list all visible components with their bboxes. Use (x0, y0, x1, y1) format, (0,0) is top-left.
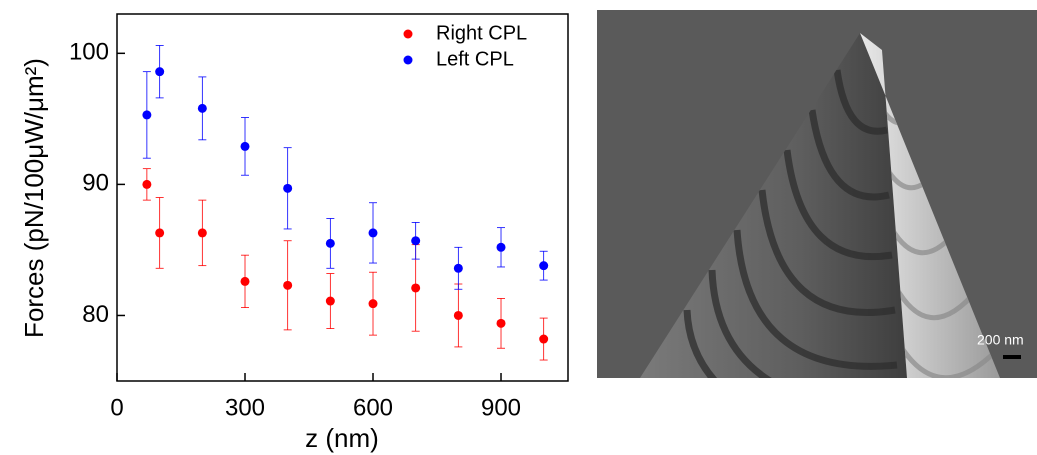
x-axis-label: z (nm) (305, 423, 379, 453)
data-point (240, 276, 250, 286)
data-point (142, 110, 152, 120)
data-point (155, 228, 165, 238)
data-point (368, 228, 378, 238)
data-point (283, 280, 293, 290)
scale-bar-label: 200 nm (977, 332, 1024, 348)
data-point (453, 310, 463, 320)
x-tick-label: 0 (110, 394, 123, 421)
data-point (155, 67, 165, 77)
data-point (240, 141, 250, 151)
x-tick-label: 600 (353, 394, 393, 421)
y-tick-label: 90 (82, 170, 109, 197)
legend-marker (403, 29, 413, 39)
data-point (453, 263, 463, 273)
data-point (411, 283, 421, 293)
data-point (539, 261, 549, 271)
x-tick-label: 900 (481, 394, 521, 421)
data-point (283, 183, 293, 193)
data-point (142, 179, 152, 189)
data-point (368, 299, 378, 309)
data-point (325, 296, 335, 306)
data-point (539, 334, 549, 344)
legend-marker (403, 55, 413, 65)
scale-bar (1003, 355, 1021, 359)
pyramid-ridges (683, 69, 903, 378)
legend-label: Right CPL (436, 22, 527, 44)
data-point (411, 236, 421, 246)
legend-label: Left CPL (436, 48, 514, 70)
y-tick-label: 80 (82, 301, 109, 328)
data-point (325, 238, 335, 248)
data-point (496, 318, 506, 328)
data-point (197, 228, 207, 238)
x-tick-label: 300 (225, 394, 265, 421)
chart: z (nm) Forces (pN/100μW/μm²) 0 300 600 900 8… (19, 13, 569, 453)
data-point (197, 103, 207, 113)
data-point (496, 242, 506, 252)
sem-image: 200 nm (597, 10, 1037, 378)
plot-frame (116, 13, 569, 382)
y-axis-label: Forces (pN/100μW/μm²) (19, 58, 49, 338)
pyramid-left-face (640, 33, 907, 378)
y-tick-label: 100 (69, 39, 109, 66)
